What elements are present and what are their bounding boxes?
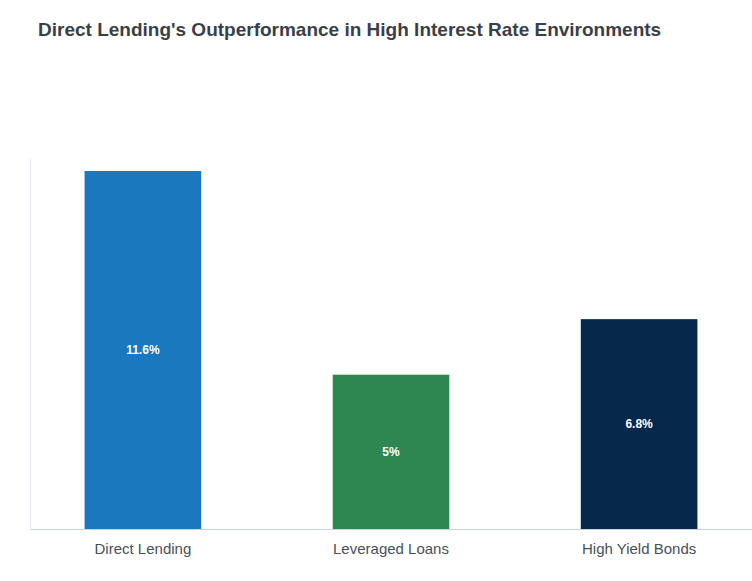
bar: [85, 171, 202, 529]
x-tick-label: High Yield Bonds: [582, 540, 696, 557]
x-tick: High Yield Bonds: [582, 529, 696, 557]
y-axis-line: [30, 159, 31, 529]
x-axis-line: [31, 529, 752, 530]
title: Direct Lending's Outperformance in High …: [38, 19, 661, 40]
x-tick-label: Direct Lending: [95, 540, 192, 557]
y-axis: [30, 159, 31, 529]
bars: [85, 171, 698, 529]
x-tick-label: Leveraged Loans: [333, 540, 449, 557]
x-tick: Direct Lending: [95, 529, 192, 557]
data-label: 11.6%: [126, 343, 160, 357]
x-tick: Leveraged Loans: [333, 529, 449, 557]
data-labels: 11.6% 5% 6.8%: [126, 343, 653, 459]
chart: Direct Lending's Outperformance in High …: [0, 0, 752, 581]
bar: [333, 375, 450, 529]
data-label: 6.8%: [625, 417, 653, 431]
bar: [581, 319, 698, 529]
data-label: 5%: [382, 445, 400, 459]
x-axis: Direct Lending Leveraged Loans High Yield …: [31, 529, 752, 557]
